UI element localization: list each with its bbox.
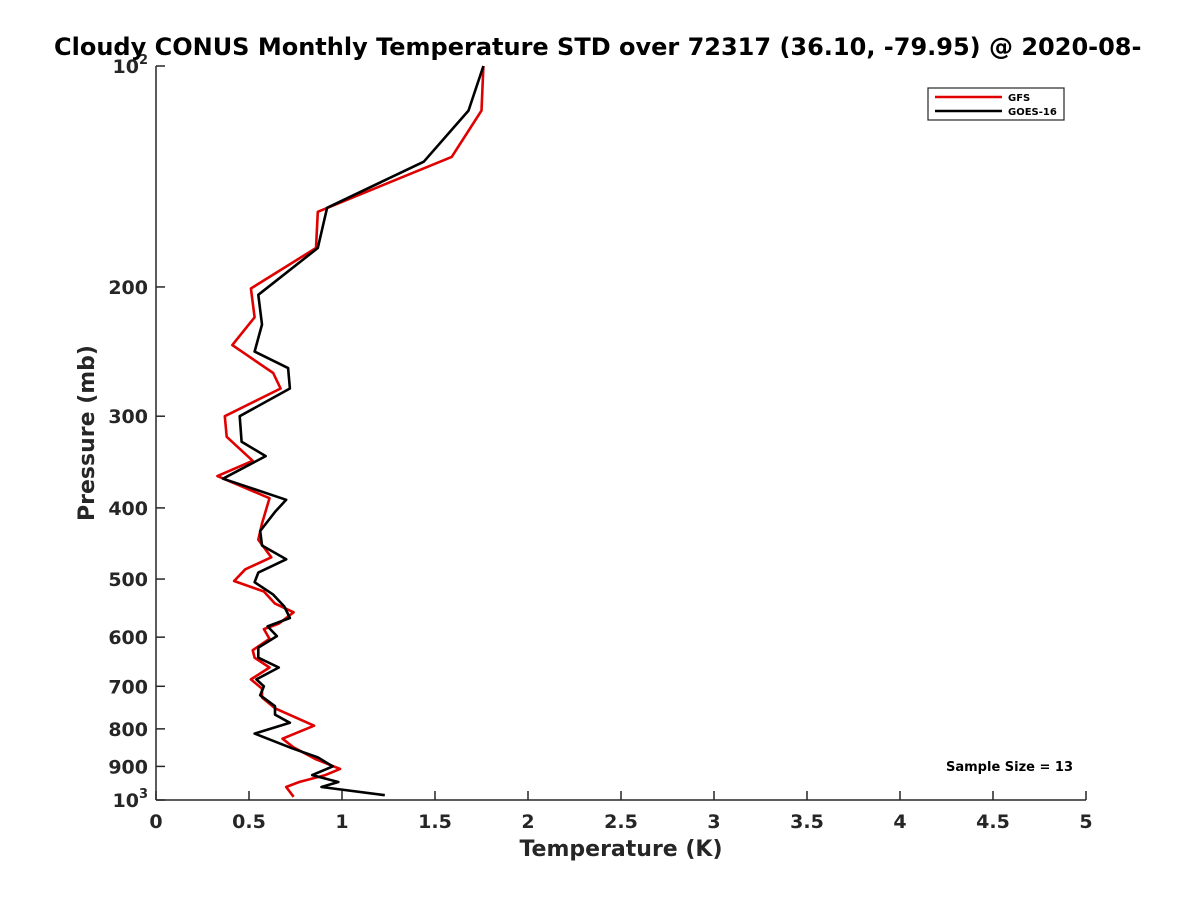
legend: GFS GOES-16 <box>927 87 1065 121</box>
x-axis-ticks: 0 0.5 1 1.5 2 2.5 3 3.5 4 4.5 5 <box>149 791 1093 833</box>
sample-size-annotation: Sample Size = 13 <box>946 760 1073 775</box>
x-tick-label: 0 <box>149 811 162 833</box>
series-line-goes-16 <box>221 65 485 797</box>
y-tick-label: 102 <box>113 53 149 78</box>
x-tick-label: 1 <box>335 811 348 833</box>
y-tick-label: 700 <box>108 676 148 698</box>
y-tick-label: 900 <box>108 756 148 778</box>
x-tick-label: 2.5 <box>604 811 638 833</box>
y-tick-label: 500 <box>108 569 148 591</box>
series-layer <box>216 65 485 798</box>
y-axis-label: Pressure (mb) <box>75 345 100 521</box>
y-tick-label: 600 <box>108 627 148 649</box>
x-tick-label: 2 <box>521 811 534 833</box>
x-tick-label: 0.5 <box>232 811 266 833</box>
x-tick-label: 4 <box>893 811 906 833</box>
y-tick-label: 200 <box>108 277 148 299</box>
legend-label-gfs: GFS <box>1008 93 1030 104</box>
legend-box <box>927 87 1065 121</box>
y-tick-label: 400 <box>108 498 148 520</box>
x-tick-label: 3 <box>707 811 720 833</box>
y-tick-label: 103 <box>113 787 149 812</box>
y-tick-label: 300 <box>108 406 148 428</box>
y-tick-label: 800 <box>108 719 148 741</box>
x-tick-label: 5 <box>1079 811 1092 833</box>
x-tick-label: 1.5 <box>418 811 452 833</box>
x-tick-label: 3.5 <box>790 811 824 833</box>
chart-title: Cloudy CONUS Monthly Temperature STD ove… <box>54 33 1141 61</box>
series-line-gfs <box>216 65 485 798</box>
plot-area: 0 0.5 1 1.5 2 2.5 3 3.5 4 4.5 5 102 200 300 400 500 600… <box>108 53 1092 833</box>
x-tick-label: 4.5 <box>976 811 1010 833</box>
x-axis-label: Temperature (K) <box>519 837 722 862</box>
legend-label-goes-16: GOES-16 <box>1008 107 1057 118</box>
y-axis-ticks: 102 200 300 400 500 600 700 800 900 103 <box>108 53 165 812</box>
